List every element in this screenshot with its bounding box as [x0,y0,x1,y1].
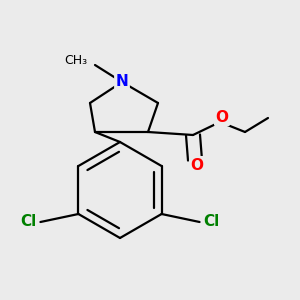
Text: Cl: Cl [203,214,220,230]
Text: CH₃: CH₃ [64,55,87,68]
Text: O: O [190,158,203,172]
Text: N: N [116,74,128,89]
Text: O: O [215,110,229,124]
Text: Cl: Cl [20,214,37,230]
